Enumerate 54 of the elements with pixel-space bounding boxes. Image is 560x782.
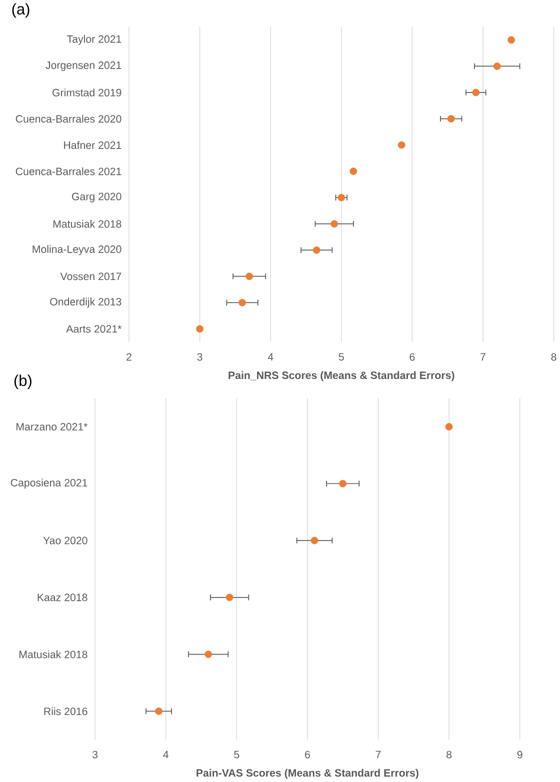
y-tick-label: Hafner 2021 <box>64 141 122 149</box>
x-tick-label: 5 <box>234 750 240 758</box>
chart-title: (a) <box>12 3 30 18</box>
point <box>398 141 406 149</box>
point <box>312 246 320 254</box>
y-tick-label: Taylor 2021 <box>67 35 122 45</box>
y-tick-label: Matusiak 2018 <box>53 220 122 228</box>
point <box>246 272 254 280</box>
x-tick-label: 5 <box>338 353 344 361</box>
y-tick-label: Kaaz 2018 <box>38 594 88 602</box>
point <box>155 708 162 715</box>
point <box>226 594 234 602</box>
point <box>508 36 516 44</box>
x-tick-label: 7 <box>376 750 381 758</box>
y-tick-label: Jorgensen 2021 <box>46 61 122 72</box>
point <box>472 88 480 96</box>
x-tick-label: 3 <box>92 750 98 758</box>
point <box>338 194 346 202</box>
x-tick-label: 8 <box>446 750 452 758</box>
y-tick-label: Vossen 2017 <box>60 272 122 280</box>
y-tick-label: Aarts 2021* <box>66 325 122 333</box>
x-tick-label: 7 <box>480 353 486 361</box>
point <box>447 115 455 122</box>
chart-title: (b) <box>14 374 32 390</box>
x-tick-label: 6 <box>410 353 415 361</box>
y-tick-label: Marzano 2021* <box>16 422 88 430</box>
point <box>238 298 246 306</box>
x-tick-label: 3 <box>197 353 202 361</box>
x-tick-label: 8 <box>551 353 556 361</box>
point <box>493 62 501 70</box>
y-tick-label: Cuenca-Barrales 2021 <box>16 167 122 176</box>
x-tick-label: 9 <box>517 750 522 758</box>
y-tick-label: Onderdijk 2013 <box>50 298 122 308</box>
x-axis-title: Pain_NRS Scores (Means & Standard Errors) <box>228 371 454 382</box>
point <box>350 168 358 175</box>
y-tick-label: Garg 2020 <box>72 192 122 202</box>
x-tick-label: 2 <box>126 353 132 361</box>
x-tick-label: 4 <box>163 750 169 758</box>
y-tick-label: Matusiak 2018 <box>20 650 88 658</box>
point <box>196 325 204 333</box>
x-tick-label: 4 <box>268 353 274 361</box>
y-tick-label: Yao 2020 <box>43 536 88 544</box>
point <box>204 650 212 658</box>
x-axis-title: Pain-VAS Scores (Means & Standard Errors) <box>196 768 418 779</box>
y-tick-label: Riis 2016 <box>44 707 88 716</box>
point <box>339 480 347 488</box>
y-tick-label: Molina-Leyva 2020 <box>32 245 122 256</box>
point <box>445 423 453 430</box>
point <box>310 536 318 544</box>
point <box>330 220 338 228</box>
y-tick-label: Cuenca-Barrales 2020 <box>16 114 122 123</box>
y-tick-label: Caposiena 2021 <box>10 478 88 489</box>
x-tick-label: 6 <box>305 750 310 758</box>
y-tick-label: Grimstad 2019 <box>52 88 122 96</box>
